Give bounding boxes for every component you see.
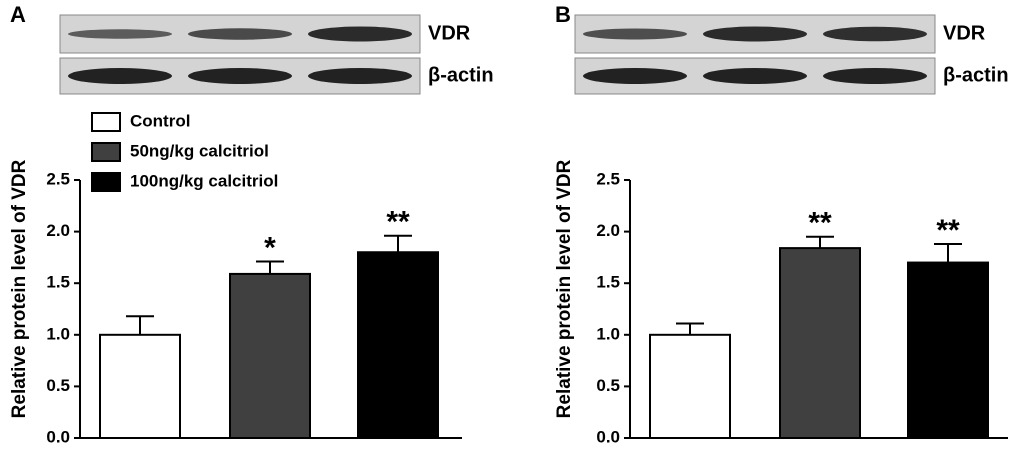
blot-band (68, 68, 172, 84)
y-tick-label: 1.5 (46, 273, 70, 292)
y-tick-label: 1.5 (596, 273, 620, 292)
y-tick-label: 0.5 (46, 376, 70, 395)
blot-band (188, 28, 292, 40)
legend-swatch (91, 142, 121, 162)
legend-swatch (91, 172, 121, 192)
y-tick-label: 0.5 (596, 376, 620, 395)
blot-label: VDR (943, 22, 986, 44)
legend-label: 50ng/kg calcitriol (130, 141, 269, 160)
y-tick-label: 1.0 (46, 324, 70, 343)
bar (99, 333, 181, 439)
legend-swatch (91, 112, 121, 132)
y-tick-label: 2.5 (596, 169, 620, 188)
blot-band (703, 68, 807, 84)
significance-mark: ** (386, 206, 410, 239)
blot-band (68, 29, 172, 39)
blot-band (188, 68, 292, 84)
significance-mark: ** (936, 214, 960, 247)
bar (907, 261, 989, 439)
y-tick-label: 0.0 (596, 427, 620, 446)
blot-band (308, 26, 412, 42)
y-tick-label: 0.0 (46, 427, 70, 446)
blot-label: β-actin (943, 64, 1009, 86)
blot-band (703, 26, 807, 42)
bar (779, 247, 861, 439)
legend-label: Control (130, 111, 190, 130)
legend-label: 100ng/kg calcitriol (130, 171, 278, 190)
blot-band (583, 68, 687, 84)
y-tick-label: 2.0 (46, 221, 70, 240)
blot-band (823, 26, 927, 42)
y-tick-label: 2.5 (46, 169, 70, 188)
y-tick-label: 1.0 (596, 324, 620, 343)
blot-label: β-actin (428, 64, 494, 86)
blot-label: VDR (428, 22, 471, 44)
y-tick-label: 2.0 (596, 221, 620, 240)
significance-mark: ** (808, 207, 832, 240)
blot-band (308, 68, 412, 84)
blot-band (823, 68, 927, 84)
panel-label: B (555, 2, 571, 27)
y-axis-label: Relative protein level of VDR (554, 159, 575, 418)
significance-mark: * (264, 231, 276, 264)
y-axis-label: Relative protein level of VDR (9, 159, 30, 418)
bar (357, 251, 439, 439)
bar (649, 333, 731, 439)
blot-band (583, 28, 687, 40)
bar (229, 272, 311, 439)
panel-label: A (10, 2, 26, 27)
